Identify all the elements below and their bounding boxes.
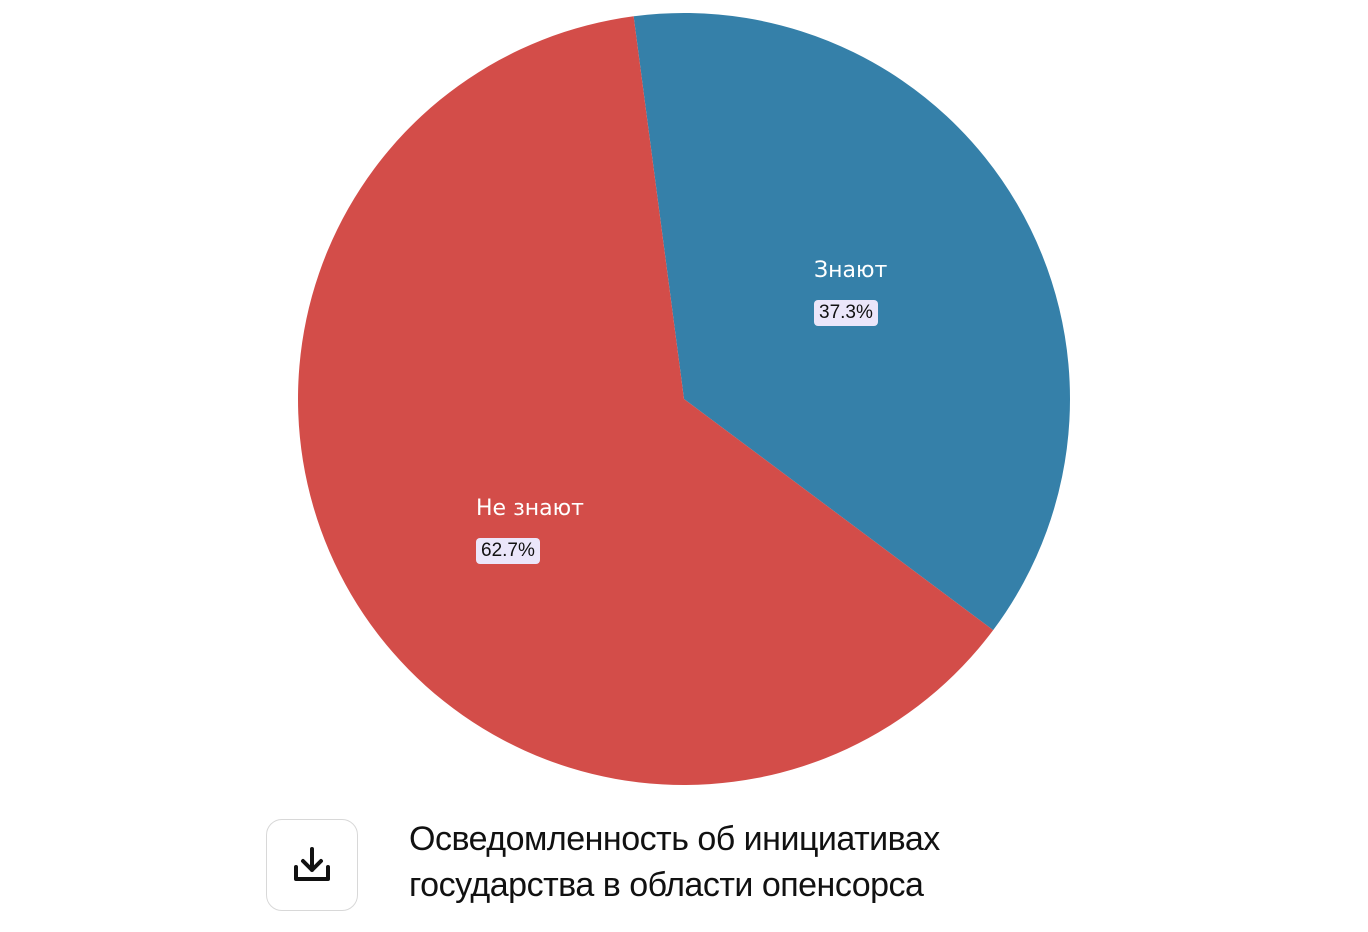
caption-line-2: государства в области опенсорса [409,866,924,904]
download-icon [294,847,330,881]
slice-value-dont-know: 62.7% [476,538,540,564]
chart-caption: Осведомленность об инициативах государст… [409,816,1049,908]
slice-value-know: 37.3% [814,300,878,326]
download-button[interactable] [266,819,358,911]
caption-line-1: Осведомленность об инициативах [409,820,940,858]
slice-label-dont-know: Не знают [476,496,584,521]
slice-label-know: Знают [814,258,888,283]
pie-slice-1 [298,16,994,785]
pie-chart [298,12,1071,785]
